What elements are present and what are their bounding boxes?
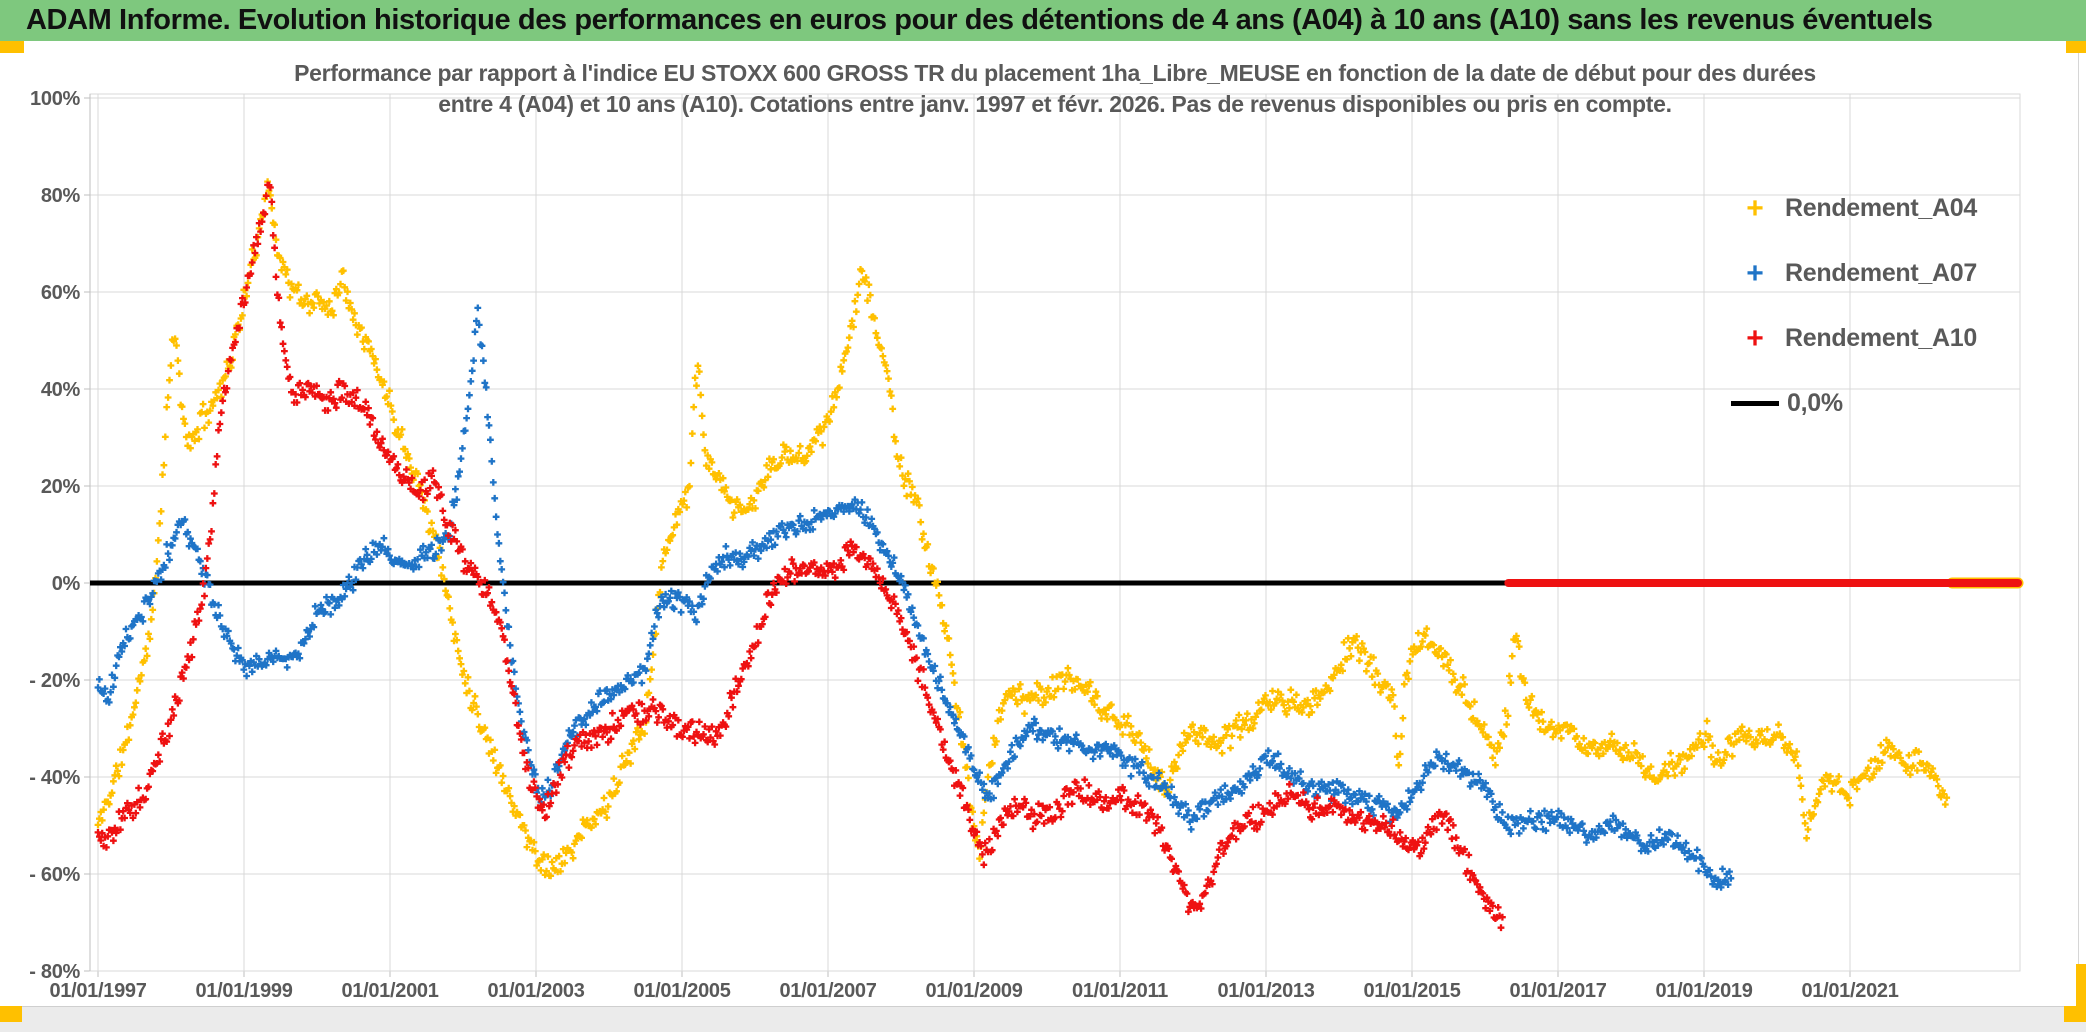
y-axis-label: - 60% [29, 864, 80, 886]
x-axis-label: 01/01/2017 [1509, 980, 1606, 1002]
series-Rendement_A10 [94, 181, 1506, 932]
y-axis-label: 20% [41, 476, 81, 498]
y-axis-label: - 80% [29, 961, 80, 983]
chart-legend: + Rendement_A04 + Rendement_A07 + Rendement_A… [1731, 176, 1977, 436]
y-axis-label: 0% [52, 573, 81, 595]
series-Rendement_A04 [94, 178, 1951, 880]
x-axis-label: 01/01/1997 [49, 980, 146, 1002]
y-axis-label: 60% [41, 282, 81, 304]
x-axis-label: 01/01/2003 [487, 980, 584, 1002]
x-axis-label: 01/01/1999 [195, 980, 292, 1002]
legend-label: Rendement_A10 [1785, 324, 1977, 352]
chart-subtitle-line1: Performance par rapport à l'indice EU ST… [294, 60, 1816, 86]
legend-item-rendement-a07[interactable]: + Rendement_A07 [1733, 241, 1977, 306]
legend-item-rendement-a04[interactable]: + Rendement_A04 [1733, 176, 1977, 241]
x-axis-label: 01/01/2015 [1363, 980, 1460, 1002]
title-bar: ADAM Informe. Evolution historique des p… [0, 0, 2086, 41]
plot-border [89, 93, 2021, 972]
page-title: ADAM Informe. Evolution historique des p… [26, 4, 1933, 36]
y-axis-label: 100% [30, 88, 80, 110]
x-axis-label: 01/01/2021 [1801, 980, 1898, 1002]
sheet-accent-top-right [2066, 41, 2086, 53]
x-axis-label: 01/01/2011 [1072, 980, 1168, 1002]
legend-item-rendement-a10[interactable]: + Rendement_A10 [1733, 306, 1977, 371]
window-edge-divider [2078, 45, 2079, 1006]
x-axis-label: 01/01/2007 [779, 980, 876, 1002]
y-axis-label: - 40% [29, 767, 80, 789]
series-Rendement_A07 [94, 304, 1735, 891]
plus-marker-icon: + [1746, 191, 1764, 225]
x-axis-label: 01/01/2001 [341, 980, 438, 1002]
sheet-accent-top-left [0, 41, 24, 53]
legend-label: 0,0% [1787, 389, 1843, 417]
x-axis-label: 01/01/2005 [633, 980, 730, 1002]
legend-item-0-0-[interactable]: 0,0% [1731, 371, 1977, 436]
legend-label: Rendement_A04 [1785, 194, 1977, 222]
y-axis-label: - 20% [29, 670, 80, 692]
x-axis-label: 01/01/2009 [925, 980, 1022, 1002]
y-axis-label: 40% [41, 379, 81, 401]
zero-line-icon [1731, 401, 1779, 406]
sheet-accent-right [2076, 964, 2086, 1008]
chart-subtitle: Performance par rapport à l'indice EU ST… [90, 58, 2020, 120]
chart-subtitle-line2: entre 4 (A04) et 10 ans (A10). Cotations… [438, 91, 1672, 117]
sheet-accent-bottom-right [2064, 1006, 2086, 1022]
legend-label: Rendement_A07 [1785, 259, 1977, 287]
x-axis-label: 01/01/2013 [1217, 980, 1314, 1002]
plus-marker-icon: + [1746, 321, 1764, 355]
y-axis-label: 80% [41, 185, 81, 207]
plus-marker-icon: + [1746, 256, 1764, 290]
bottom-scroll-bar[interactable] [0, 1006, 2086, 1032]
x-axis-label: 01/01/2019 [1655, 980, 1752, 1002]
sheet-accent-bottom-left [0, 1006, 22, 1022]
